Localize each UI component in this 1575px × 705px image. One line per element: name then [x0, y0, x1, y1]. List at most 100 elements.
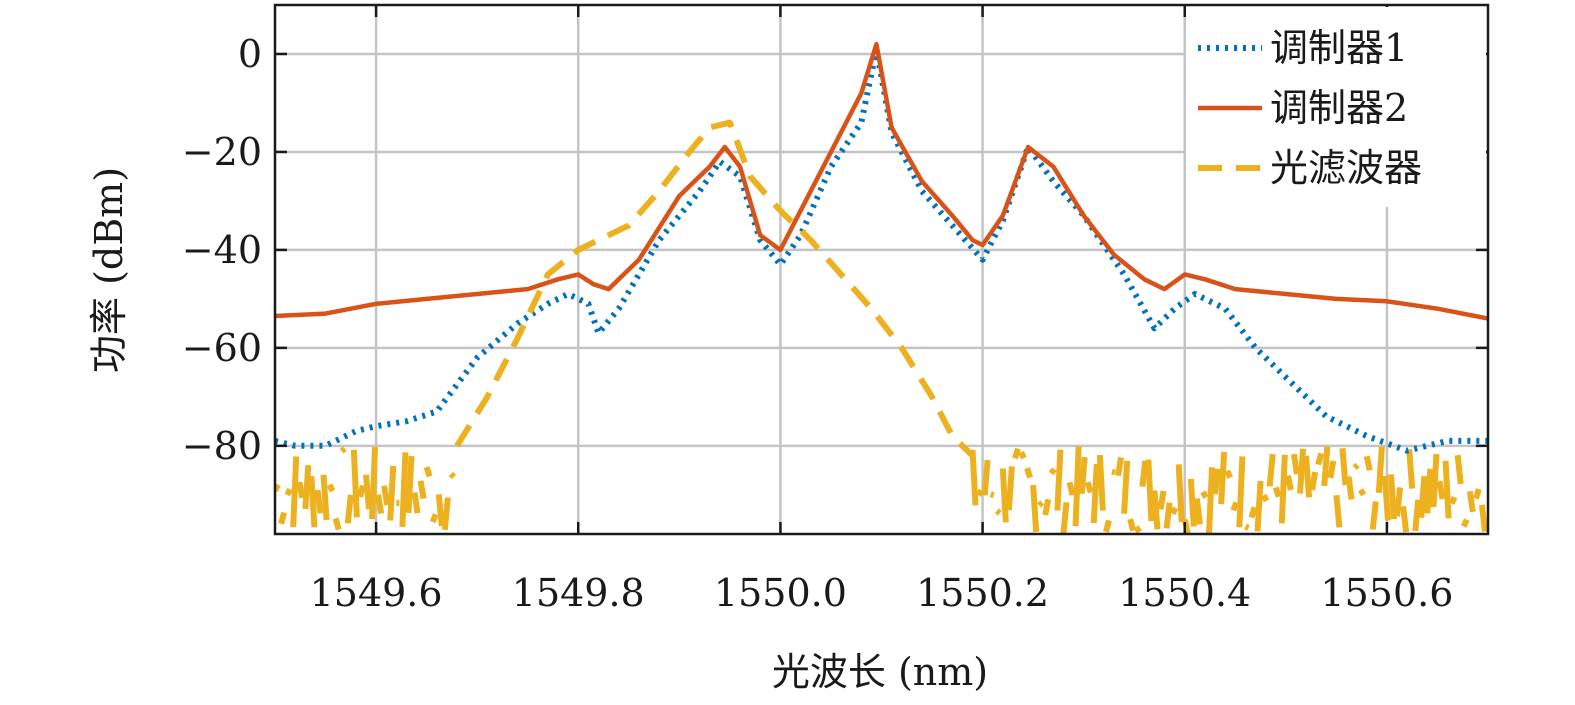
noise-mark	[1212, 468, 1222, 495]
noise-mark	[1394, 487, 1404, 517]
x-tick-label: 1549.6	[310, 571, 443, 615]
noise-mark	[296, 481, 306, 499]
noise-mark	[1060, 501, 1070, 534]
noise-mark	[350, 449, 360, 518]
noise-mark	[1278, 454, 1288, 524]
noise-mark	[1096, 454, 1106, 511]
noise-mark	[1272, 486, 1282, 498]
noise-mark	[1187, 478, 1197, 527]
noise-mark	[381, 485, 391, 506]
noise-mark	[1466, 490, 1476, 513]
noise-mark	[1030, 484, 1040, 533]
y-tick-label: −60	[182, 326, 262, 370]
noise-mark	[969, 449, 979, 506]
noise-mark	[429, 513, 439, 524]
noise-mark	[1442, 460, 1452, 519]
noise-mark	[1175, 464, 1185, 523]
noise-mark	[339, 446, 347, 454]
noise-mark	[1236, 456, 1246, 528]
noise-mark	[1024, 467, 1033, 479]
noise-mark	[989, 491, 995, 499]
noise-mark	[1448, 495, 1458, 505]
noise-mark	[302, 464, 312, 510]
noise-mark	[1139, 460, 1149, 487]
noise-mark	[1133, 525, 1142, 534]
noise-mark	[1037, 500, 1045, 508]
legend-label: 调制器2	[1270, 86, 1408, 130]
plot-frame	[273, 3, 1490, 536]
noise-mark	[1424, 468, 1434, 514]
noise-mark	[1430, 453, 1440, 508]
legend-label: 光滤波器	[1270, 146, 1422, 190]
noise-mark	[1181, 518, 1191, 534]
series-line	[275, 46, 1488, 454]
noise-mark	[1363, 455, 1373, 471]
noise-mark	[1163, 502, 1173, 529]
noise-mark	[411, 492, 421, 514]
noise-mark	[326, 483, 336, 493]
noise-mark	[1418, 475, 1428, 519]
noise-mark	[1111, 468, 1116, 476]
noise-mark	[1369, 501, 1379, 530]
legend-label: 调制器1	[1270, 26, 1408, 70]
noise-mark	[1145, 459, 1155, 522]
noise-mark	[1309, 471, 1319, 491]
noise-mark	[278, 511, 287, 525]
noise-mark	[1084, 481, 1094, 494]
noise-mark	[1381, 475, 1391, 521]
noise-mark	[1072, 446, 1082, 527]
noise-mark	[1333, 494, 1343, 528]
x-tick-labels: 1549.6 1549.8 1550.0 1550.2 1550.4 1550.6	[310, 571, 1454, 615]
noise-mark	[1473, 488, 1482, 500]
noise-mark	[1358, 488, 1367, 497]
filter-noise	[275, 446, 1488, 534]
noise-mark	[1103, 519, 1112, 533]
noise-mark	[387, 465, 397, 521]
noise-mark	[1436, 480, 1446, 500]
noise-mark	[284, 487, 293, 497]
y-tick-labels: 0 −20 −40 −60 −80	[182, 32, 262, 468]
noise-mark	[1260, 493, 1270, 503]
noise-mark	[1460, 518, 1470, 528]
noise-mark	[1018, 450, 1027, 460]
noise-mark	[1005, 466, 1015, 511]
noise-mark	[1121, 460, 1131, 514]
noise-mark	[1248, 506, 1258, 519]
noise-mark	[375, 494, 385, 514]
noise-mark	[435, 494, 445, 527]
noise-mark	[448, 471, 457, 480]
noise-mark	[981, 459, 991, 496]
noise-mark	[314, 489, 324, 514]
y-tick-label: −20	[182, 130, 262, 174]
noise-mark	[1054, 449, 1064, 511]
noise-mark	[1169, 506, 1179, 516]
noise-mark	[1193, 498, 1203, 525]
y-tick-label: −40	[182, 228, 262, 272]
noise-mark	[1066, 481, 1076, 496]
noise-mark	[1254, 480, 1264, 532]
x-tick-label: 1550.0	[714, 571, 847, 615]
series-layer	[275, 41, 1488, 534]
noise-mark	[1387, 474, 1397, 520]
noise-mark	[423, 466, 433, 478]
y-axis-label: 功率 (dBm)	[87, 167, 131, 373]
noise-mark	[1230, 501, 1240, 512]
noise-mark	[1327, 460, 1337, 479]
noise-mark	[399, 452, 409, 528]
series-line	[454, 119, 975, 458]
noise-mark	[999, 468, 1009, 523]
legend: 调制器1 调制器2 光滤波器	[1186, 7, 1486, 207]
noise-mark	[405, 455, 415, 514]
x-tick-label: 1550.6	[1320, 571, 1453, 615]
noise-mark	[1352, 462, 1360, 471]
noise-mark	[417, 480, 427, 500]
noise-mark	[1090, 463, 1100, 524]
series-line	[275, 41, 1488, 321]
noise-mark	[1321, 446, 1331, 487]
noise-mark	[1345, 476, 1355, 500]
noise-mark	[1048, 467, 1057, 476]
noise-mark	[1478, 504, 1488, 532]
noise-mark	[1412, 499, 1422, 532]
noise-mark	[290, 456, 300, 528]
